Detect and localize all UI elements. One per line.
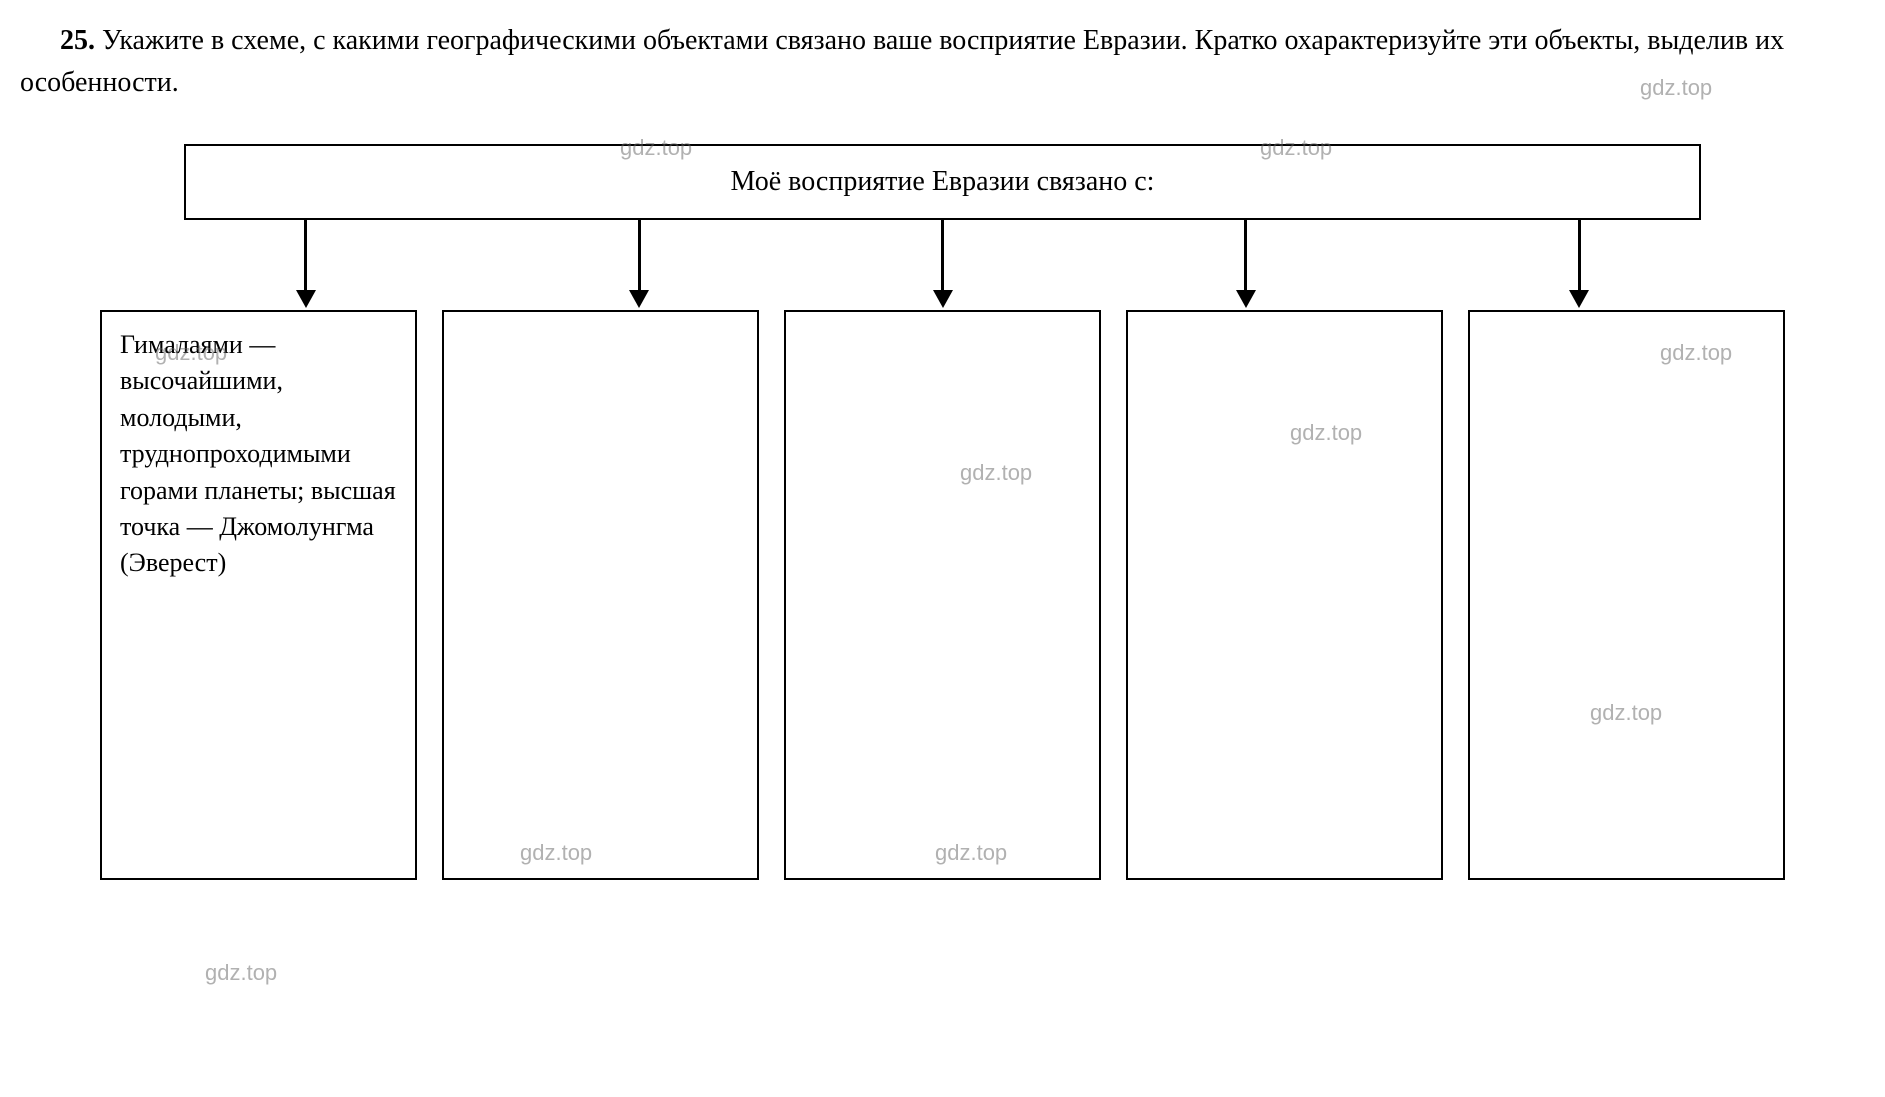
box-content: Гималаями — высочайшими, молодыми, трудн… [120,330,396,577]
content-box-2 [442,310,759,880]
content-box-1: Гималаями — высочайшими, молодыми, трудн… [100,310,417,880]
arrow-line [941,220,944,290]
arrow-head-icon [1569,290,1589,308]
diagram-container: Моё восприятие Евразии связано с: Гимала… [20,144,1865,880]
task-description: 25. Укажите в схеме, с какими географиче… [20,20,1865,104]
watermark: gdz.top [205,960,277,986]
task-text: Укажите в схеме, с какими географическим… [20,25,1784,98]
arrow-head-icon [629,290,649,308]
arrow-head-icon [933,290,953,308]
arrow-head-icon [296,290,316,308]
content-box-5 [1468,310,1785,880]
arrow-line [638,220,641,290]
task-number: 25. [60,25,95,56]
arrow-head-icon [1236,290,1256,308]
arrow [1569,220,1589,308]
arrow [933,220,953,308]
content-box-3 [784,310,1101,880]
content-box-4 [1126,310,1443,880]
arrow [629,220,649,308]
arrows-container [184,220,1701,310]
arrow [296,220,316,308]
arrow-line [1578,220,1581,290]
diagram-header-text: Моё восприятие Евразии связано с: [731,166,1155,197]
arrow-line [1244,220,1247,290]
arrow-line [304,220,307,290]
boxes-container: Гималаями — высочайшими, молодыми, трудн… [100,310,1785,880]
arrow [1236,220,1256,308]
diagram-header-box: Моё восприятие Евразии связано с: [184,144,1701,220]
